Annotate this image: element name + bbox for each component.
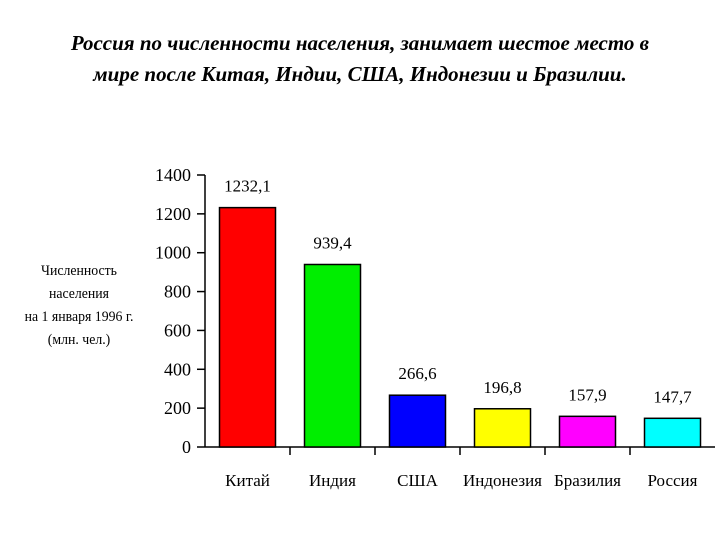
- bar-3: [388, 394, 447, 448]
- data-label-4: 196,8: [483, 378, 521, 397]
- category-label-3: США: [397, 471, 438, 490]
- chart-title: Россия по численности населения, занимае…: [40, 28, 680, 90]
- data-label-3: 266,6: [398, 364, 436, 383]
- bar-4: [473, 408, 532, 448]
- y-tick-label: 1000: [155, 243, 191, 263]
- bar-6: [643, 417, 702, 448]
- chart-title-line-1: Россия по численности населения, занимае…: [70, 31, 650, 55]
- y-axis-label-line-4: (млн. чел.): [47, 332, 111, 348]
- category-label-4: Индонезия: [463, 471, 542, 490]
- y-tick-label: 0: [182, 437, 191, 457]
- category-label-5: Бразилия: [554, 471, 621, 490]
- category-label-2: Индия: [309, 471, 356, 490]
- data-label-1: 1232,1: [224, 177, 271, 196]
- y-tick-label: 600: [164, 320, 191, 340]
- y-tick-label: 200: [164, 398, 191, 418]
- data-label-6: 147,7: [653, 387, 692, 406]
- data-label-2: 939,4: [313, 233, 352, 252]
- y-tick-label: 1200: [155, 204, 191, 224]
- data-label-5: 157,9: [568, 385, 606, 404]
- y-tick-label: 800: [164, 282, 191, 302]
- bar-5: [558, 415, 617, 448]
- bar-2: [303, 263, 362, 448]
- category-label-1: Китай: [225, 471, 270, 490]
- y-tick-label: 1400: [155, 165, 191, 185]
- y-axis-label-line-1: Численность: [41, 263, 117, 279]
- y-axis-label-line-2: населения: [48, 286, 110, 302]
- chart-title-line-2: мире после Китая, Индии, США, Индонезии …: [93, 62, 627, 86]
- y-axis-label: Численность населения на 1 января 1996 г…: [10, 260, 148, 352]
- y-tick-label: 400: [164, 359, 191, 379]
- bar-1: [218, 206, 277, 448]
- category-label-6: Россия: [648, 471, 698, 490]
- y-axis-label-line-3: на 1 января 1996 г.: [24, 309, 134, 325]
